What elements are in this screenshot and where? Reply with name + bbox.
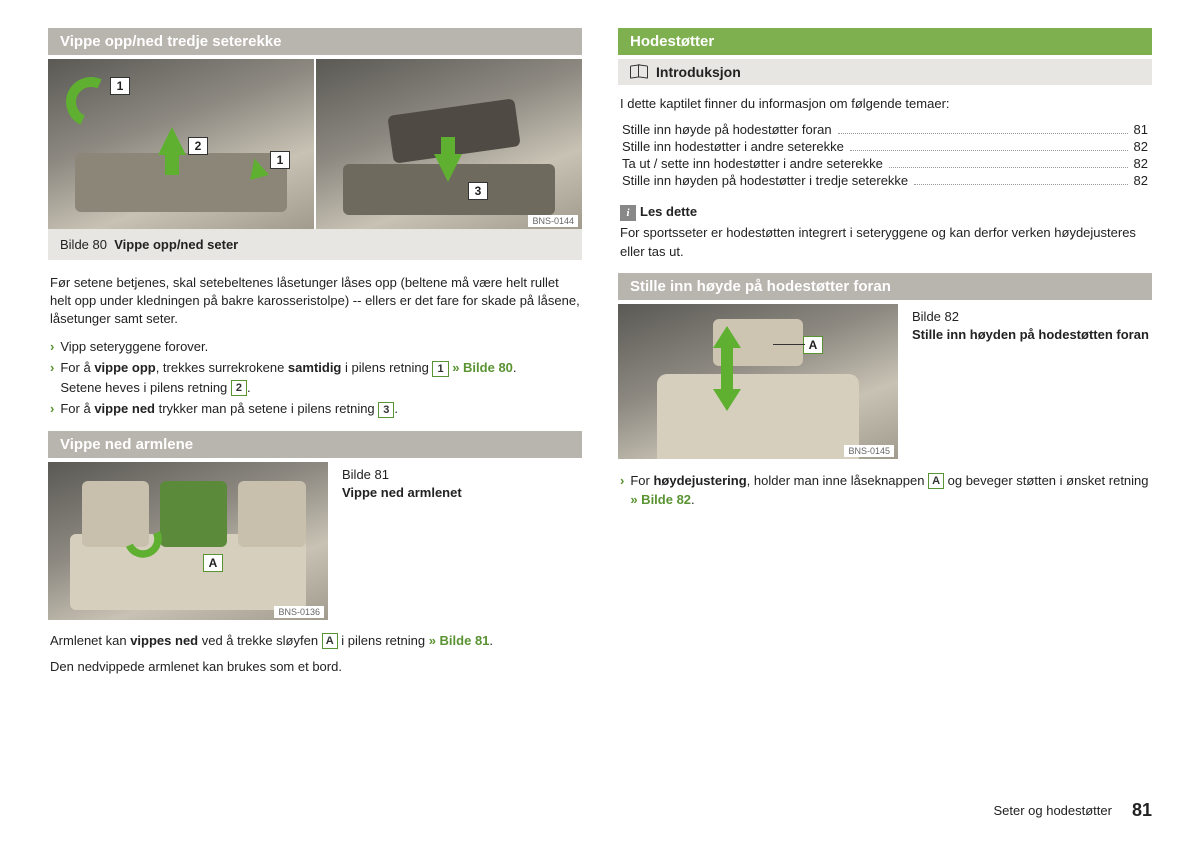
figure-81: A BNS-0136	[48, 462, 328, 620]
toc-label: Stille inn høyde på hodestøtter foran	[622, 122, 832, 137]
figure-80-row: 1 2 1 3 BNS-0144	[48, 59, 582, 229]
section-header-seat-fold: Vippe opp/ned tredje seterekke	[48, 28, 582, 55]
callout-ref-A: A	[928, 473, 944, 489]
toc-row: Stille inn høyde på hodestøtter foran 81	[620, 121, 1150, 138]
chevron-icon: ›	[50, 337, 54, 357]
toc-page: 81	[1134, 122, 1148, 137]
toc-dots	[850, 150, 1128, 151]
toc-label: Stille inn hodestøtter i andre seterekke	[622, 139, 844, 154]
bullet-text: For å vippe ned trykker man på setene i …	[60, 399, 398, 419]
callout-A: A	[203, 554, 223, 572]
chevron-icon: ›	[50, 399, 54, 419]
toc-page: 82	[1134, 173, 1148, 188]
armrest-p2: Den nedvippede armlenet kan brukes som e…	[48, 654, 582, 680]
toc-dots	[838, 133, 1128, 134]
figure-82-block: A BNS-0145 Bilde 82 Stille inn høyden på…	[618, 304, 1152, 459]
callout-ref-2: 2	[231, 380, 247, 396]
bullet-item: › For høydejustering, holder man inne lå…	[620, 471, 1150, 510]
bullet-text: For høydejustering, holder man inne låse…	[630, 471, 1150, 510]
note-block: iLes dette For sportsseter er hodestøtte…	[618, 199, 1152, 265]
figure-80-caption: Bilde 80 Vippe opp/ned seter	[48, 229, 582, 260]
sec1-paragraph: Før setene betjenes, skal setebeltenes l…	[48, 270, 582, 333]
left-column: Vippe opp/ned tredje seterekke 1 2 1 3 B…	[48, 28, 582, 680]
bullet-item: › For å vippe ned trykker man på setene …	[50, 399, 580, 419]
toc-row: Ta ut / sette inn hodestøtter i andre se…	[620, 155, 1150, 172]
page-number: 81	[1132, 800, 1152, 821]
toc-row: Stille inn høyden på hodestøtter i tredj…	[620, 172, 1150, 189]
image-id-label: BNS-0136	[274, 606, 324, 618]
bullet-item: › For å vippe opp, trekkes surrekrokene …	[50, 358, 580, 397]
double-arrow-icon	[713, 326, 741, 411]
right-column: Hodestøtter Introduksjon I dette kaptile…	[618, 28, 1152, 680]
figure-81-caption: Bilde 81 Vippe ned armlenet	[342, 462, 462, 620]
figure-82: A BNS-0145	[618, 304, 898, 459]
footer-text: Seter og hodestøtter	[993, 803, 1112, 818]
book-icon	[630, 65, 648, 79]
callout-ref-1: 1	[432, 361, 448, 377]
toc-label: Ta ut / sette inn hodestøtter i andre se…	[622, 156, 883, 171]
callout-ref-3: 3	[378, 402, 394, 418]
sec1-bullets: › Vipp seteryggene forover. › For å vipp…	[48, 333, 582, 431]
bullet-text: Vipp seteryggene forover.	[60, 337, 208, 357]
toc-dots	[889, 167, 1128, 168]
figure-ref: » Bilde 81	[429, 633, 490, 648]
section-header-headrest-front: Stille inn høyde på hodestøtter foran	[618, 273, 1152, 300]
section-header-armrest: Vippe ned armlene	[48, 431, 582, 458]
toc-label: Stille inn høyden på hodestøtter i tredj…	[622, 173, 908, 188]
figure-ref: » Bilde 80	[452, 360, 513, 375]
figure-80-left: 1 2 1	[48, 59, 314, 229]
callout-ref-A: A	[322, 633, 338, 649]
page-columns: Vippe opp/ned tredje seterekke 1 2 1 3 B…	[48, 28, 1152, 680]
bullet-text: For å vippe opp, trekkes surrekrokene sa…	[60, 358, 516, 397]
figure-81-block: A BNS-0136 Bilde 81 Vippe ned armlenet	[48, 462, 582, 620]
chevron-icon: ›	[620, 471, 624, 510]
toc-row: Stille inn hodestøtter i andre seterekke…	[620, 138, 1150, 155]
image-id-label: BNS-0145	[844, 445, 894, 457]
toc-dots	[914, 184, 1127, 185]
figure-82-caption: Bilde 82 Stille inn høyden på hodestøtte…	[912, 304, 1149, 459]
caption-prefix: Bilde 80	[60, 237, 107, 252]
armrest-p1: Armlenet kan vippes ned ved å trekke slø…	[48, 628, 582, 654]
caption-text: Vippe opp/ned seter	[114, 237, 238, 252]
callout-A: A	[803, 336, 823, 354]
chevron-icon: ›	[50, 358, 54, 397]
subheader-intro: Introduksjon	[618, 59, 1152, 85]
toc-page: 82	[1134, 139, 1148, 154]
toc-list: Stille inn høyde på hodestøtter foran81S…	[618, 117, 1152, 199]
figure-80-right: 3 BNS-0144	[316, 59, 582, 229]
toc-page: 82	[1134, 156, 1148, 171]
image-id-label: BNS-0144	[528, 215, 578, 227]
figure-ref: » Bilde 82	[630, 492, 691, 507]
section-header-headrests: Hodestøtter	[618, 28, 1152, 55]
headrest-bullets: › For høydejustering, holder man inne lå…	[618, 467, 1152, 522]
intro-text: I dette kaptilet finner du informasjon o…	[618, 91, 1152, 117]
page-footer: Seter og hodestøtter 81	[993, 800, 1152, 821]
bullet-item: › Vipp seteryggene forover.	[50, 337, 580, 357]
info-icon: i	[620, 205, 636, 221]
